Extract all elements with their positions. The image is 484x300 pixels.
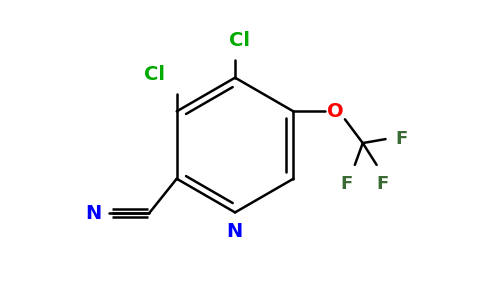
- Text: Cl: Cl: [228, 31, 250, 50]
- Text: O: O: [327, 102, 343, 121]
- Text: N: N: [226, 222, 242, 241]
- Text: F: F: [395, 130, 408, 148]
- Text: F: F: [377, 175, 389, 193]
- Text: F: F: [341, 175, 353, 193]
- Text: Cl: Cl: [144, 64, 166, 84]
- Text: N: N: [85, 204, 102, 223]
